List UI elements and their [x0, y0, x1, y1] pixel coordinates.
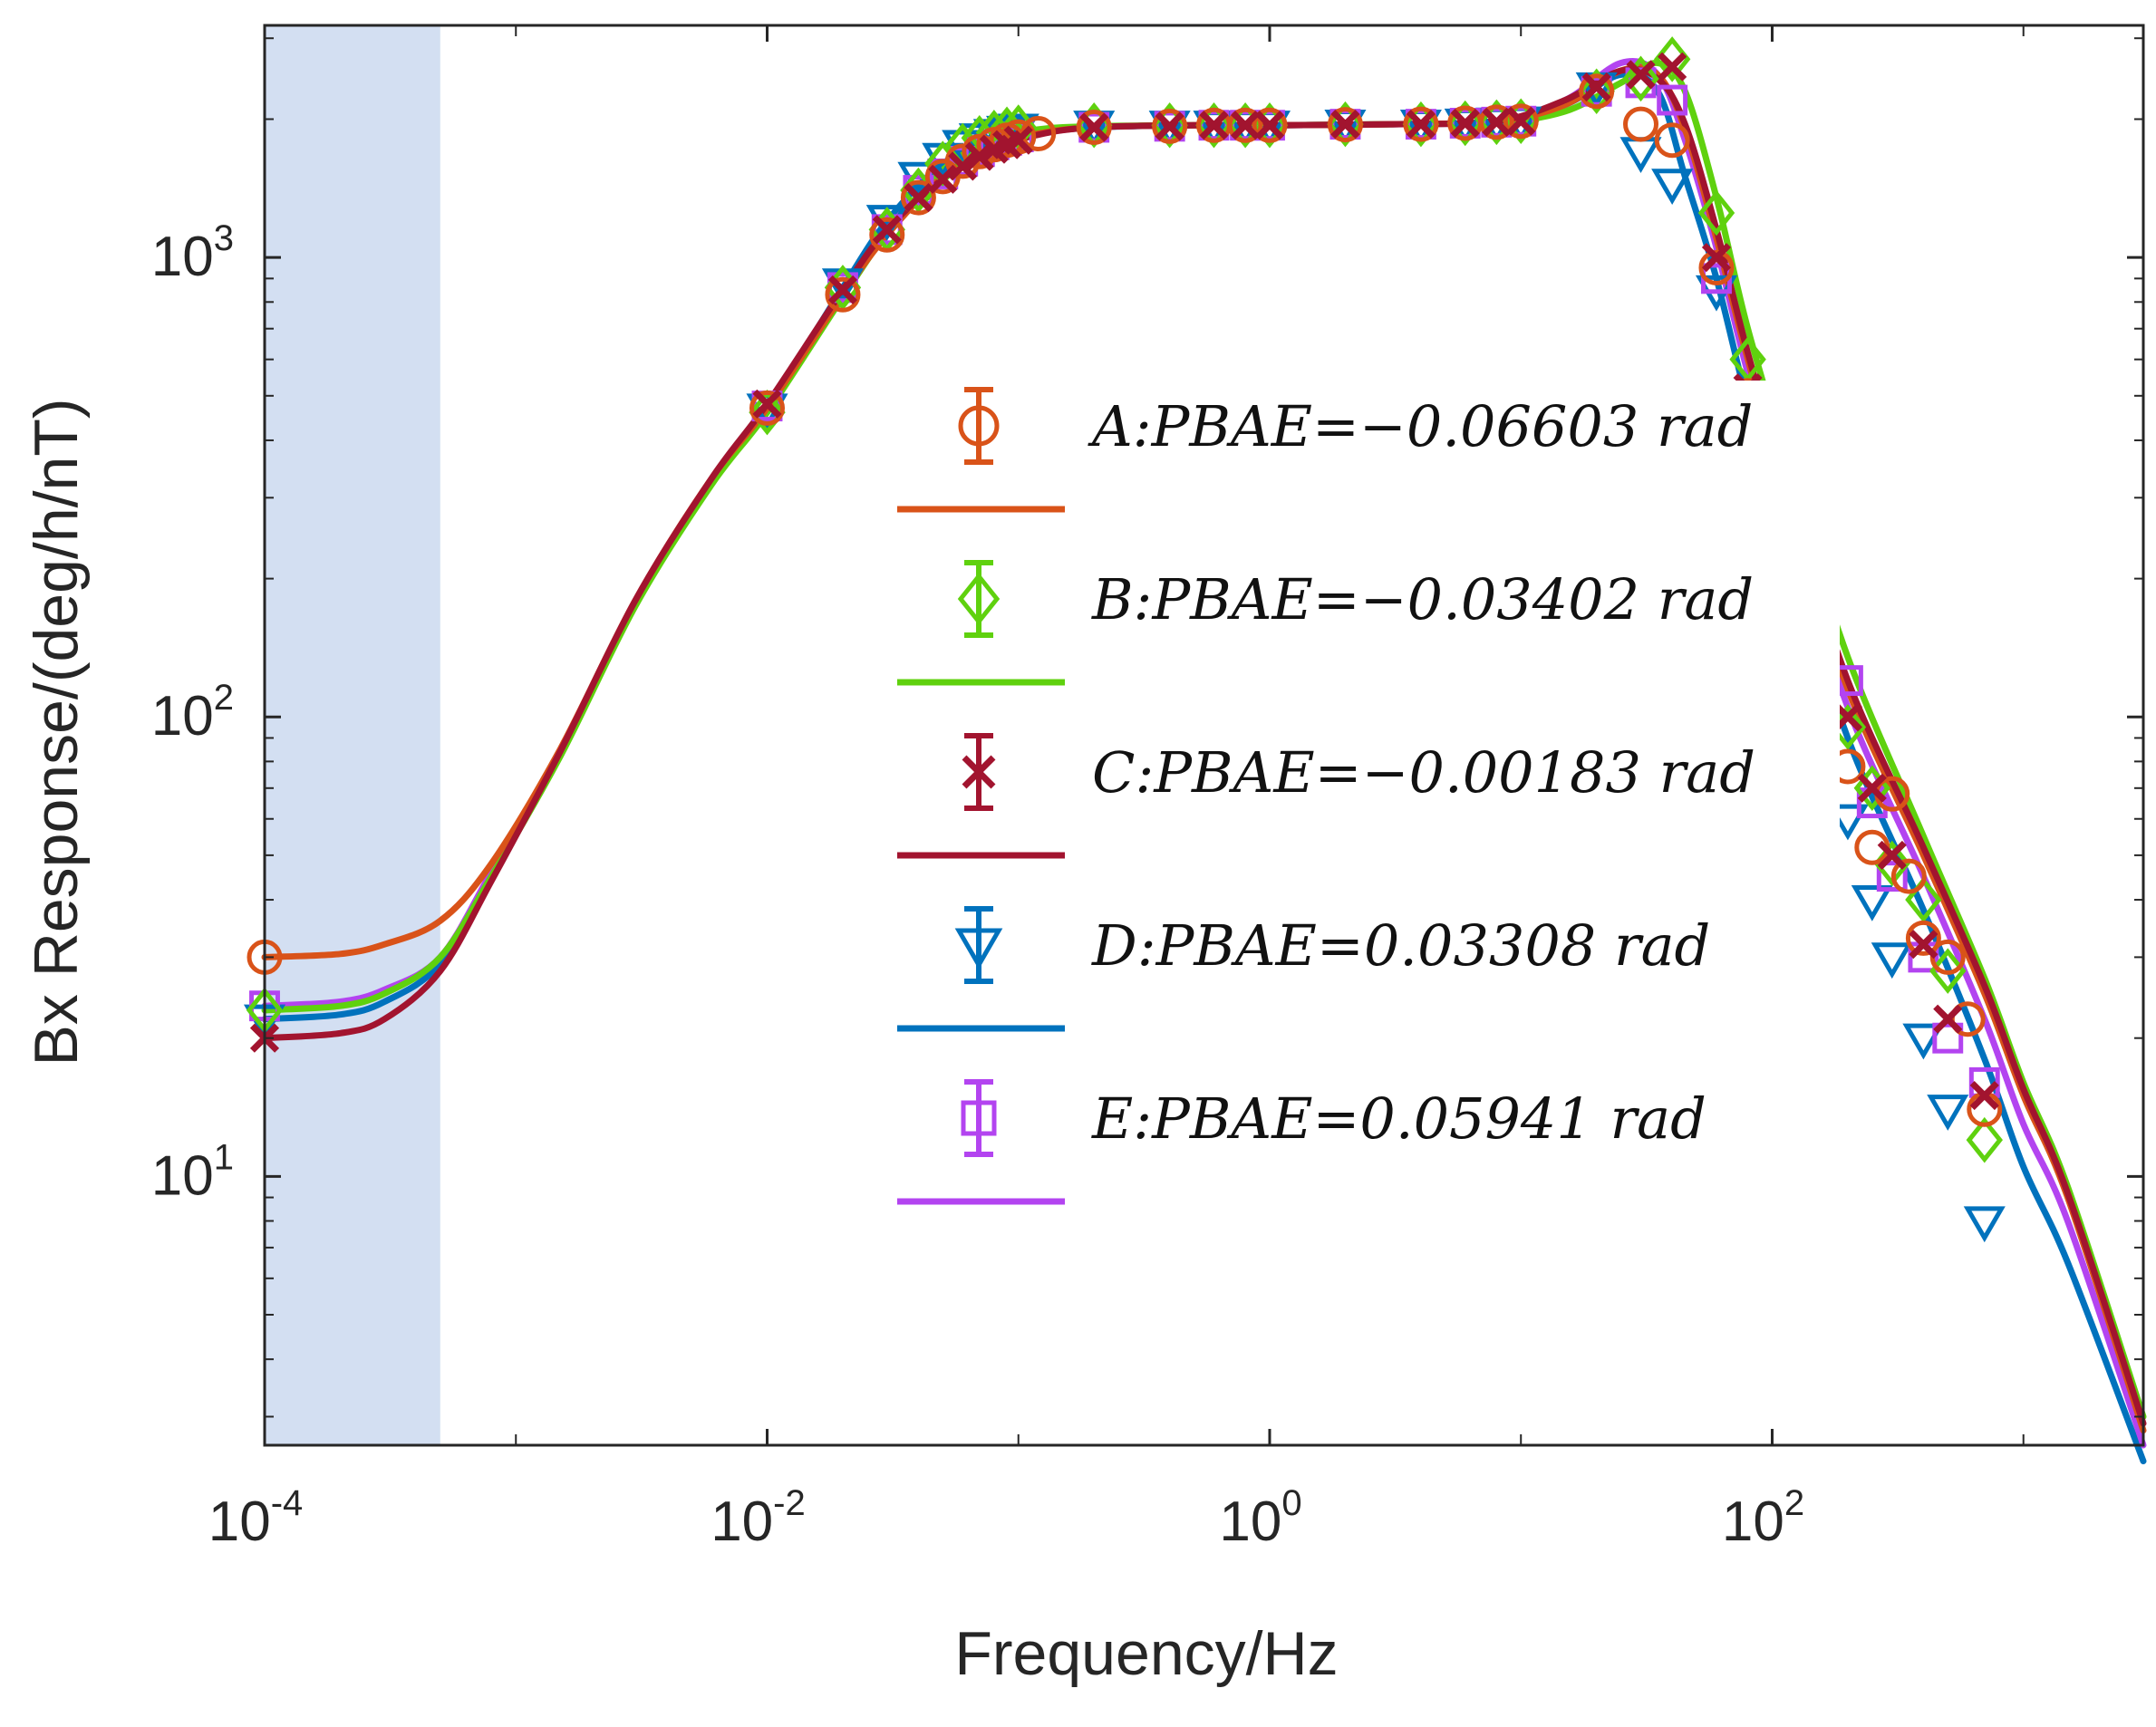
series-c-curve [261, 65, 2147, 1427]
series-c-point [1626, 60, 1656, 90]
series-b-point [1622, 55, 1659, 102]
series-c-point [1231, 111, 1261, 140]
legend: A:PBAE=−0.06603 rad B:PBAE=−0.03402 rad C:… [893, 381, 1840, 1223]
x-axis-label: Frequency/Hz [954, 1619, 1338, 1688]
series-c-point [1857, 773, 1887, 803]
legend-marker-b [957, 572, 1001, 626]
series-c-point [827, 275, 858, 305]
series-a-point [1623, 106, 1659, 142]
legend-marker-c [962, 755, 996, 789]
series-a-point [1252, 107, 1288, 143]
series-d-point [1902, 1023, 1945, 1060]
series-d-point [1651, 169, 1694, 206]
legend-background [893, 381, 1840, 1223]
series-c-point [1155, 111, 1184, 141]
series-b-point [749, 389, 786, 436]
series-a-point [1905, 920, 1941, 956]
series-d-point [1851, 884, 1893, 921]
legend-label-a: A:PBAE=−0.06603 rad [1088, 393, 1753, 459]
legend-label-d: D:PBAE=0.03308 rad [1091, 912, 1710, 979]
series-c-point [1406, 110, 1436, 140]
series-a-point [1949, 1001, 1986, 1037]
series-a-point [1227, 107, 1263, 143]
series-a-point [1403, 106, 1439, 142]
series-a-point [1698, 249, 1735, 285]
series-b-point [1966, 1116, 2003, 1163]
series-a-point [749, 390, 785, 426]
series-c-point [1199, 111, 1229, 140]
series-a-point [1152, 108, 1188, 144]
series-c-point [1506, 106, 1536, 136]
series-b-point [1697, 189, 1735, 236]
y-tick-label: 101 [151, 1137, 234, 1207]
legend-label-b: B:PBAE=−0.03402 rad [1091, 566, 1754, 632]
y-axis-label: Bx Response/(deg/h/nT) [22, 398, 91, 1066]
series-c-point [1969, 1080, 1999, 1111]
series-a-point [1503, 103, 1539, 140]
series-a-point [1327, 107, 1363, 143]
y-axis-ticks: 101 102 103 [151, 37, 2143, 1418]
x-tick-label: 10-2 [711, 1483, 806, 1553]
series-c-point [1933, 1004, 1963, 1034]
series-c-point [948, 151, 978, 181]
legend-marker-e [961, 1100, 997, 1136]
series-c-point [1330, 110, 1360, 140]
series-a-point [869, 217, 905, 253]
y-tick-label: 102 [151, 678, 234, 748]
series-c-point [1254, 111, 1285, 140]
series-a-point [1076, 109, 1112, 145]
series-c-point [1701, 243, 1732, 273]
plot-area-frame [263, 24, 2145, 1447]
series-c-point [872, 215, 902, 245]
series-c-point [904, 182, 933, 213]
series-c-point [1482, 107, 1512, 137]
series-c-point [752, 389, 782, 419]
series-e-point [1657, 84, 1688, 116]
y-tick-label: 103 [151, 218, 234, 288]
series-c-point [1909, 930, 1938, 960]
series-c-point [1581, 72, 1611, 102]
series-c-point [1003, 125, 1033, 155]
series-a-point [1478, 104, 1514, 140]
legend-label-c: C:PBAE=−0.00183 rad [1092, 739, 1755, 806]
x-tick-label: 102 [1722, 1483, 1804, 1553]
series-b-point [1929, 948, 1967, 994]
legend-marker-d [954, 928, 1003, 970]
x-tick-label: 10-4 [208, 1483, 304, 1553]
series-d-point [1871, 942, 1913, 979]
x-axis-ticks: 10-4 10-2 100 102 [208, 25, 2025, 1553]
series-c-point [928, 164, 958, 194]
series-e-point [1932, 1022, 1964, 1054]
series-c-point [1079, 112, 1109, 142]
series-b-point [1578, 68, 1615, 114]
series-c-point [1877, 840, 1907, 870]
series-a-point [1579, 73, 1615, 110]
series-a-point [1654, 122, 1690, 159]
series-c-point [1450, 108, 1480, 139]
series-d-point [1927, 1095, 1969, 1131]
series-c-point [964, 141, 994, 171]
legend-label-e: E:PBAE=0.05941 rad [1091, 1085, 1706, 1152]
shaded-low-frequency-region [265, 25, 440, 1445]
series-a-point [825, 276, 861, 313]
legend-marker-a [958, 405, 1000, 447]
series-e-point [1876, 861, 1908, 892]
x-tick-label: 100 [1219, 1483, 1301, 1553]
series-a-point [1890, 858, 1927, 894]
series-d-point [1963, 1206, 2006, 1243]
series-c-point [1658, 52, 1687, 82]
series-a-point [900, 179, 936, 216]
